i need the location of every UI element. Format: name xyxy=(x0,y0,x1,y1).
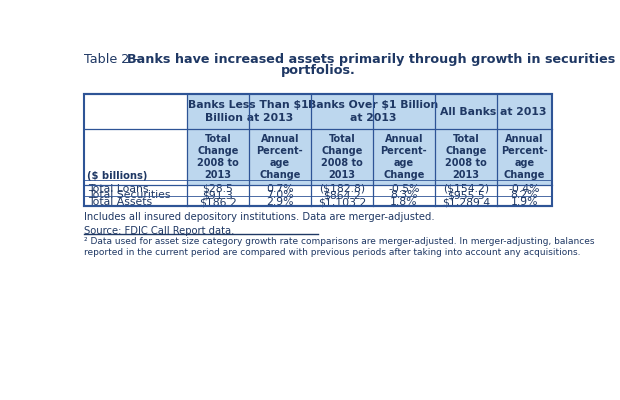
Text: 7.0%: 7.0% xyxy=(266,190,294,200)
Text: ($ billions): ($ billions) xyxy=(87,171,147,181)
Bar xyxy=(435,129,497,185)
Text: Total Securities: Total Securities xyxy=(87,190,170,200)
Text: 1.9%: 1.9% xyxy=(510,197,538,207)
Bar xyxy=(187,94,311,129)
Text: $91.3: $91.3 xyxy=(202,190,233,200)
Text: ² Data used for asset size category growth rate comparisons are merger-adjusted.: ² Data used for asset size category grow… xyxy=(84,237,594,258)
Text: 1.8%: 1.8% xyxy=(390,197,417,207)
Text: Annual
Percent-
age
Change: Annual Percent- age Change xyxy=(257,134,303,180)
Bar xyxy=(497,129,552,185)
Text: $1,103.2: $1,103.2 xyxy=(317,197,366,207)
Bar xyxy=(311,94,435,129)
Text: 8.2%: 8.2% xyxy=(510,190,538,200)
Text: $1,289.4: $1,289.4 xyxy=(441,197,490,207)
Text: $955.5: $955.5 xyxy=(447,190,485,200)
Text: Banks have increased assets primarily through growth in securities: Banks have increased assets primarily th… xyxy=(127,53,615,66)
Text: Includes all insured depository institutions. Data are merger-adjusted.
Source: : Includes all insured depository institut… xyxy=(84,212,435,236)
Bar xyxy=(311,129,373,185)
Text: Total Assets: Total Assets xyxy=(87,197,152,207)
Text: All Banks at 2013: All Banks at 2013 xyxy=(440,106,547,116)
Text: 2.9%: 2.9% xyxy=(266,197,293,207)
Text: Banks Over $1 Billion
at 2013: Banks Over $1 Billion at 2013 xyxy=(308,100,438,123)
Bar xyxy=(373,129,435,185)
Text: Total
Change
2008 to
2013: Total Change 2008 to 2013 xyxy=(445,134,487,180)
Text: ($154.2): ($154.2) xyxy=(443,184,489,194)
Text: portfolios.: portfolios. xyxy=(280,64,355,77)
Text: Banks Less Than $1
Billion at 2013: Banks Less Than $1 Billion at 2013 xyxy=(188,100,309,123)
Text: $28.5: $28.5 xyxy=(202,184,233,194)
Bar xyxy=(84,94,552,206)
Text: 8.3%: 8.3% xyxy=(390,190,417,200)
Text: Annual
Percent-
age
Change: Annual Percent- age Change xyxy=(381,134,427,180)
Text: Total
Change
2008 to
2013: Total Change 2008 to 2013 xyxy=(321,134,363,180)
Text: Annual
Percent-
age
Change: Annual Percent- age Change xyxy=(501,134,547,180)
Text: Table 2 –: Table 2 – xyxy=(84,53,143,66)
Bar xyxy=(435,94,552,129)
Text: $864.2: $864.2 xyxy=(323,190,361,200)
Text: Total
Change
2008 to
2013: Total Change 2008 to 2013 xyxy=(197,134,239,180)
Text: Total Loans: Total Loans xyxy=(87,184,148,194)
Text: 0.7%: 0.7% xyxy=(266,184,294,194)
Text: $186.2: $186.2 xyxy=(199,197,237,207)
Bar xyxy=(84,185,552,206)
Bar xyxy=(187,129,249,185)
Text: -0.5%: -0.5% xyxy=(388,184,420,194)
Bar xyxy=(249,129,311,185)
Text: -0.4%: -0.4% xyxy=(508,184,540,194)
Text: ($182.8): ($182.8) xyxy=(319,184,365,194)
